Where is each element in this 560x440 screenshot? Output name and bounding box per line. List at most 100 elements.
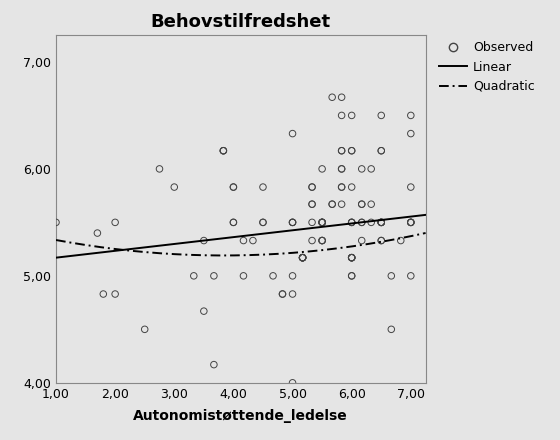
Point: [259, 219, 268, 226]
Point: [209, 272, 218, 279]
Point: [377, 147, 386, 154]
Point: [52, 219, 60, 226]
Point: [140, 326, 149, 333]
Point: [259, 219, 268, 226]
Point: [307, 201, 316, 208]
Point: [407, 219, 416, 226]
Point: [278, 290, 287, 297]
Point: [347, 147, 356, 154]
Point: [111, 219, 120, 226]
Point: [307, 201, 316, 208]
Point: [328, 201, 337, 208]
Point: [288, 219, 297, 226]
Point: [347, 254, 356, 261]
Point: [219, 147, 228, 154]
Point: [259, 183, 268, 191]
Point: [407, 219, 416, 226]
Point: [357, 219, 366, 226]
Point: [407, 183, 416, 191]
Point: [307, 219, 316, 226]
Point: [377, 237, 386, 244]
Point: [347, 219, 356, 226]
Point: [249, 237, 258, 244]
Point: [219, 147, 228, 154]
Point: [337, 165, 346, 172]
Point: [377, 219, 386, 226]
Point: [377, 237, 386, 244]
Point: [298, 254, 307, 261]
Point: [239, 272, 248, 279]
Point: [318, 237, 326, 244]
Point: [229, 183, 238, 191]
Point: [357, 237, 366, 244]
Point: [307, 183, 316, 191]
Point: [318, 219, 326, 226]
Point: [298, 254, 307, 261]
Point: [219, 147, 228, 154]
Point: [377, 219, 386, 226]
Legend: Observed, Linear, Quadratic: Observed, Linear, Quadratic: [439, 41, 535, 93]
Point: [407, 272, 416, 279]
Point: [337, 183, 346, 191]
Point: [209, 361, 218, 368]
Point: [229, 219, 238, 226]
Point: [288, 272, 297, 279]
Point: [307, 237, 316, 244]
Point: [337, 201, 346, 208]
Point: [307, 183, 316, 191]
Point: [347, 254, 356, 261]
Point: [377, 147, 386, 154]
Point: [111, 290, 120, 297]
Point: [170, 183, 179, 191]
Point: [357, 201, 366, 208]
Point: [367, 201, 376, 208]
Point: [407, 112, 416, 119]
Point: [347, 254, 356, 261]
Point: [318, 237, 326, 244]
Point: [337, 112, 346, 119]
Point: [396, 237, 405, 244]
Point: [347, 219, 356, 226]
Point: [347, 112, 356, 119]
Point: [387, 326, 396, 333]
Point: [93, 230, 102, 237]
Point: [318, 219, 326, 226]
Point: [377, 219, 386, 226]
Point: [298, 254, 307, 261]
Point: [347, 147, 356, 154]
Point: [367, 165, 376, 172]
Point: [337, 147, 346, 154]
Title: Behovstilfredshet: Behovstilfredshet: [151, 13, 331, 31]
Point: [298, 254, 307, 261]
Point: [318, 219, 326, 226]
Point: [407, 219, 416, 226]
Point: [337, 183, 346, 191]
Point: [328, 94, 337, 101]
Point: [318, 165, 326, 172]
Point: [357, 165, 366, 172]
Point: [407, 130, 416, 137]
Point: [347, 272, 356, 279]
Point: [347, 272, 356, 279]
Point: [347, 254, 356, 261]
Point: [318, 219, 326, 226]
Point: [269, 272, 278, 279]
Point: [199, 308, 208, 315]
Point: [288, 219, 297, 226]
X-axis label: Autonomistøttende_ledelse: Autonomistøttende_ledelse: [133, 409, 348, 423]
Point: [239, 237, 248, 244]
Point: [337, 165, 346, 172]
Point: [318, 237, 326, 244]
Point: [155, 165, 164, 172]
Point: [347, 219, 356, 226]
Point: [318, 219, 326, 226]
Point: [288, 219, 297, 226]
Point: [377, 219, 386, 226]
Point: [229, 183, 238, 191]
Point: [407, 219, 416, 226]
Point: [367, 219, 376, 226]
Point: [347, 183, 356, 191]
Point: [278, 290, 287, 297]
Point: [337, 94, 346, 101]
Point: [189, 272, 198, 279]
